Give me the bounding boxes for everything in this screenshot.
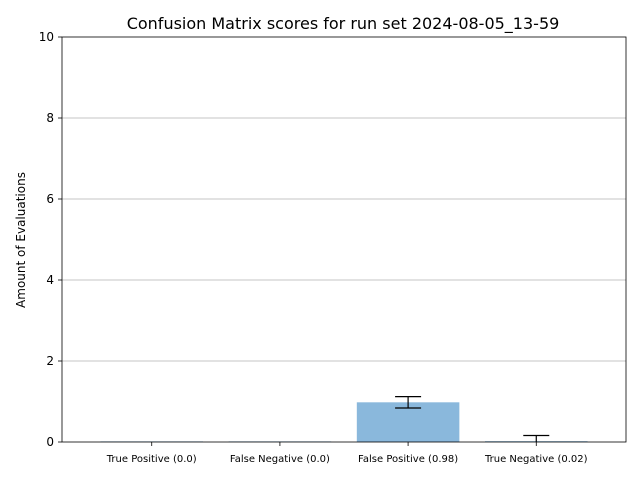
y-tick-label: 2 bbox=[46, 354, 54, 368]
y-tick-label: 4 bbox=[46, 273, 54, 287]
chart-title: Confusion Matrix scores for run set 2024… bbox=[127, 14, 560, 34]
y-tick-label: 6 bbox=[46, 192, 54, 206]
x-tick-label: True Positive (0.0) bbox=[106, 454, 197, 465]
bar bbox=[356, 402, 460, 442]
y-tick-label: 0 bbox=[46, 435, 54, 449]
y-tick-label: 10 bbox=[39, 30, 54, 44]
grid-lines bbox=[62, 117, 626, 362]
bars bbox=[100, 402, 588, 442]
x-tick-label: True Negative (0.02) bbox=[484, 454, 588, 465]
x-tick-label: False Positive (0.98) bbox=[358, 454, 458, 465]
x-tick-label: False Negative (0.0) bbox=[230, 454, 330, 465]
x-ticks: True Positive (0.0) False Negative (0.0) F… bbox=[106, 442, 588, 465]
y-ticks: 0 2 4 6 8 10 bbox=[39, 30, 62, 449]
error-bars bbox=[395, 396, 550, 442]
y-tick-label: 8 bbox=[46, 111, 54, 125]
y-axis-label: Amount of Evaluations bbox=[14, 172, 28, 308]
plot-frame bbox=[61, 36, 627, 443]
